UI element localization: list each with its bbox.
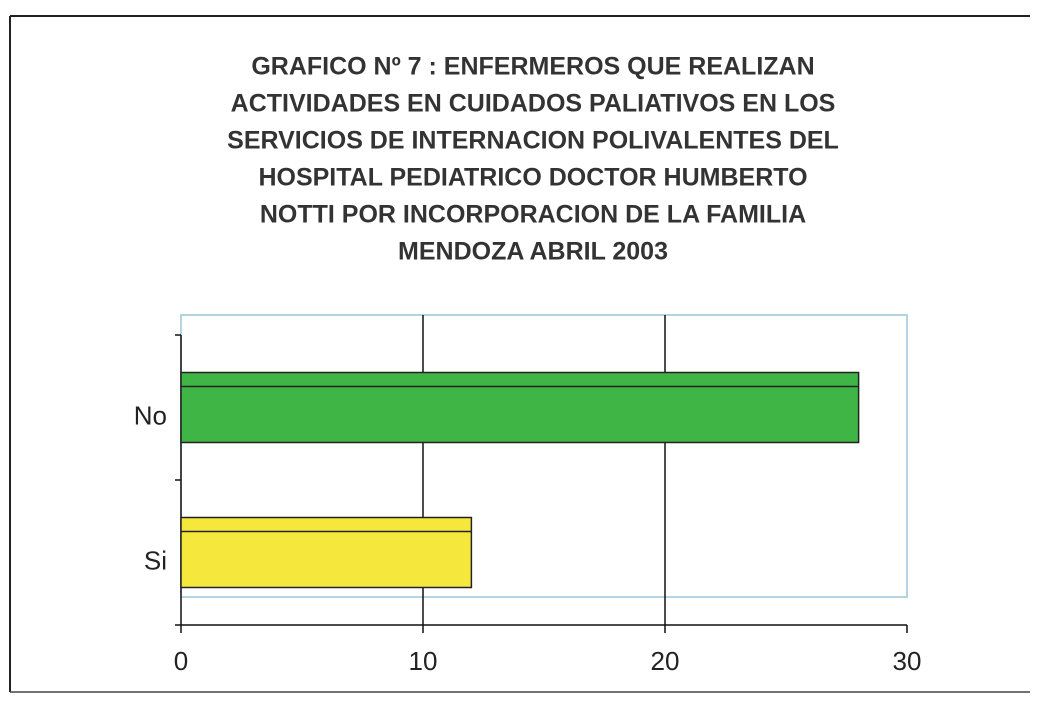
chart-title: NOTTI POR INCORPORACION DE LA FAMILIA (260, 201, 806, 229)
y-tick-label: Si (144, 545, 167, 575)
x-tick-label: 20 (651, 646, 680, 676)
chart-title: MENDOZA ABRIL 2003 (398, 238, 668, 266)
bar (180, 516, 473, 589)
chart-title: SERVICIOS DE INTERNACION POLIVALENTES DE… (227, 127, 839, 155)
x-tick-label: 10 (409, 646, 438, 676)
bar (180, 371, 860, 444)
y-tick-label: No (134, 400, 167, 430)
chart-title: ACTIVIDADES EN CUIDADOS PALIATIVOS EN LO… (231, 90, 836, 118)
x-tick-label: 0 (174, 646, 188, 676)
chart-title: HOSPITAL PEDIATRICO DOCTOR HUMBERTO (258, 164, 807, 192)
x-tick-label: 30 (893, 646, 922, 676)
chart-title: GRAFICO Nº 7 : ENFERMEROS QUE REALIZAN (251, 53, 814, 81)
